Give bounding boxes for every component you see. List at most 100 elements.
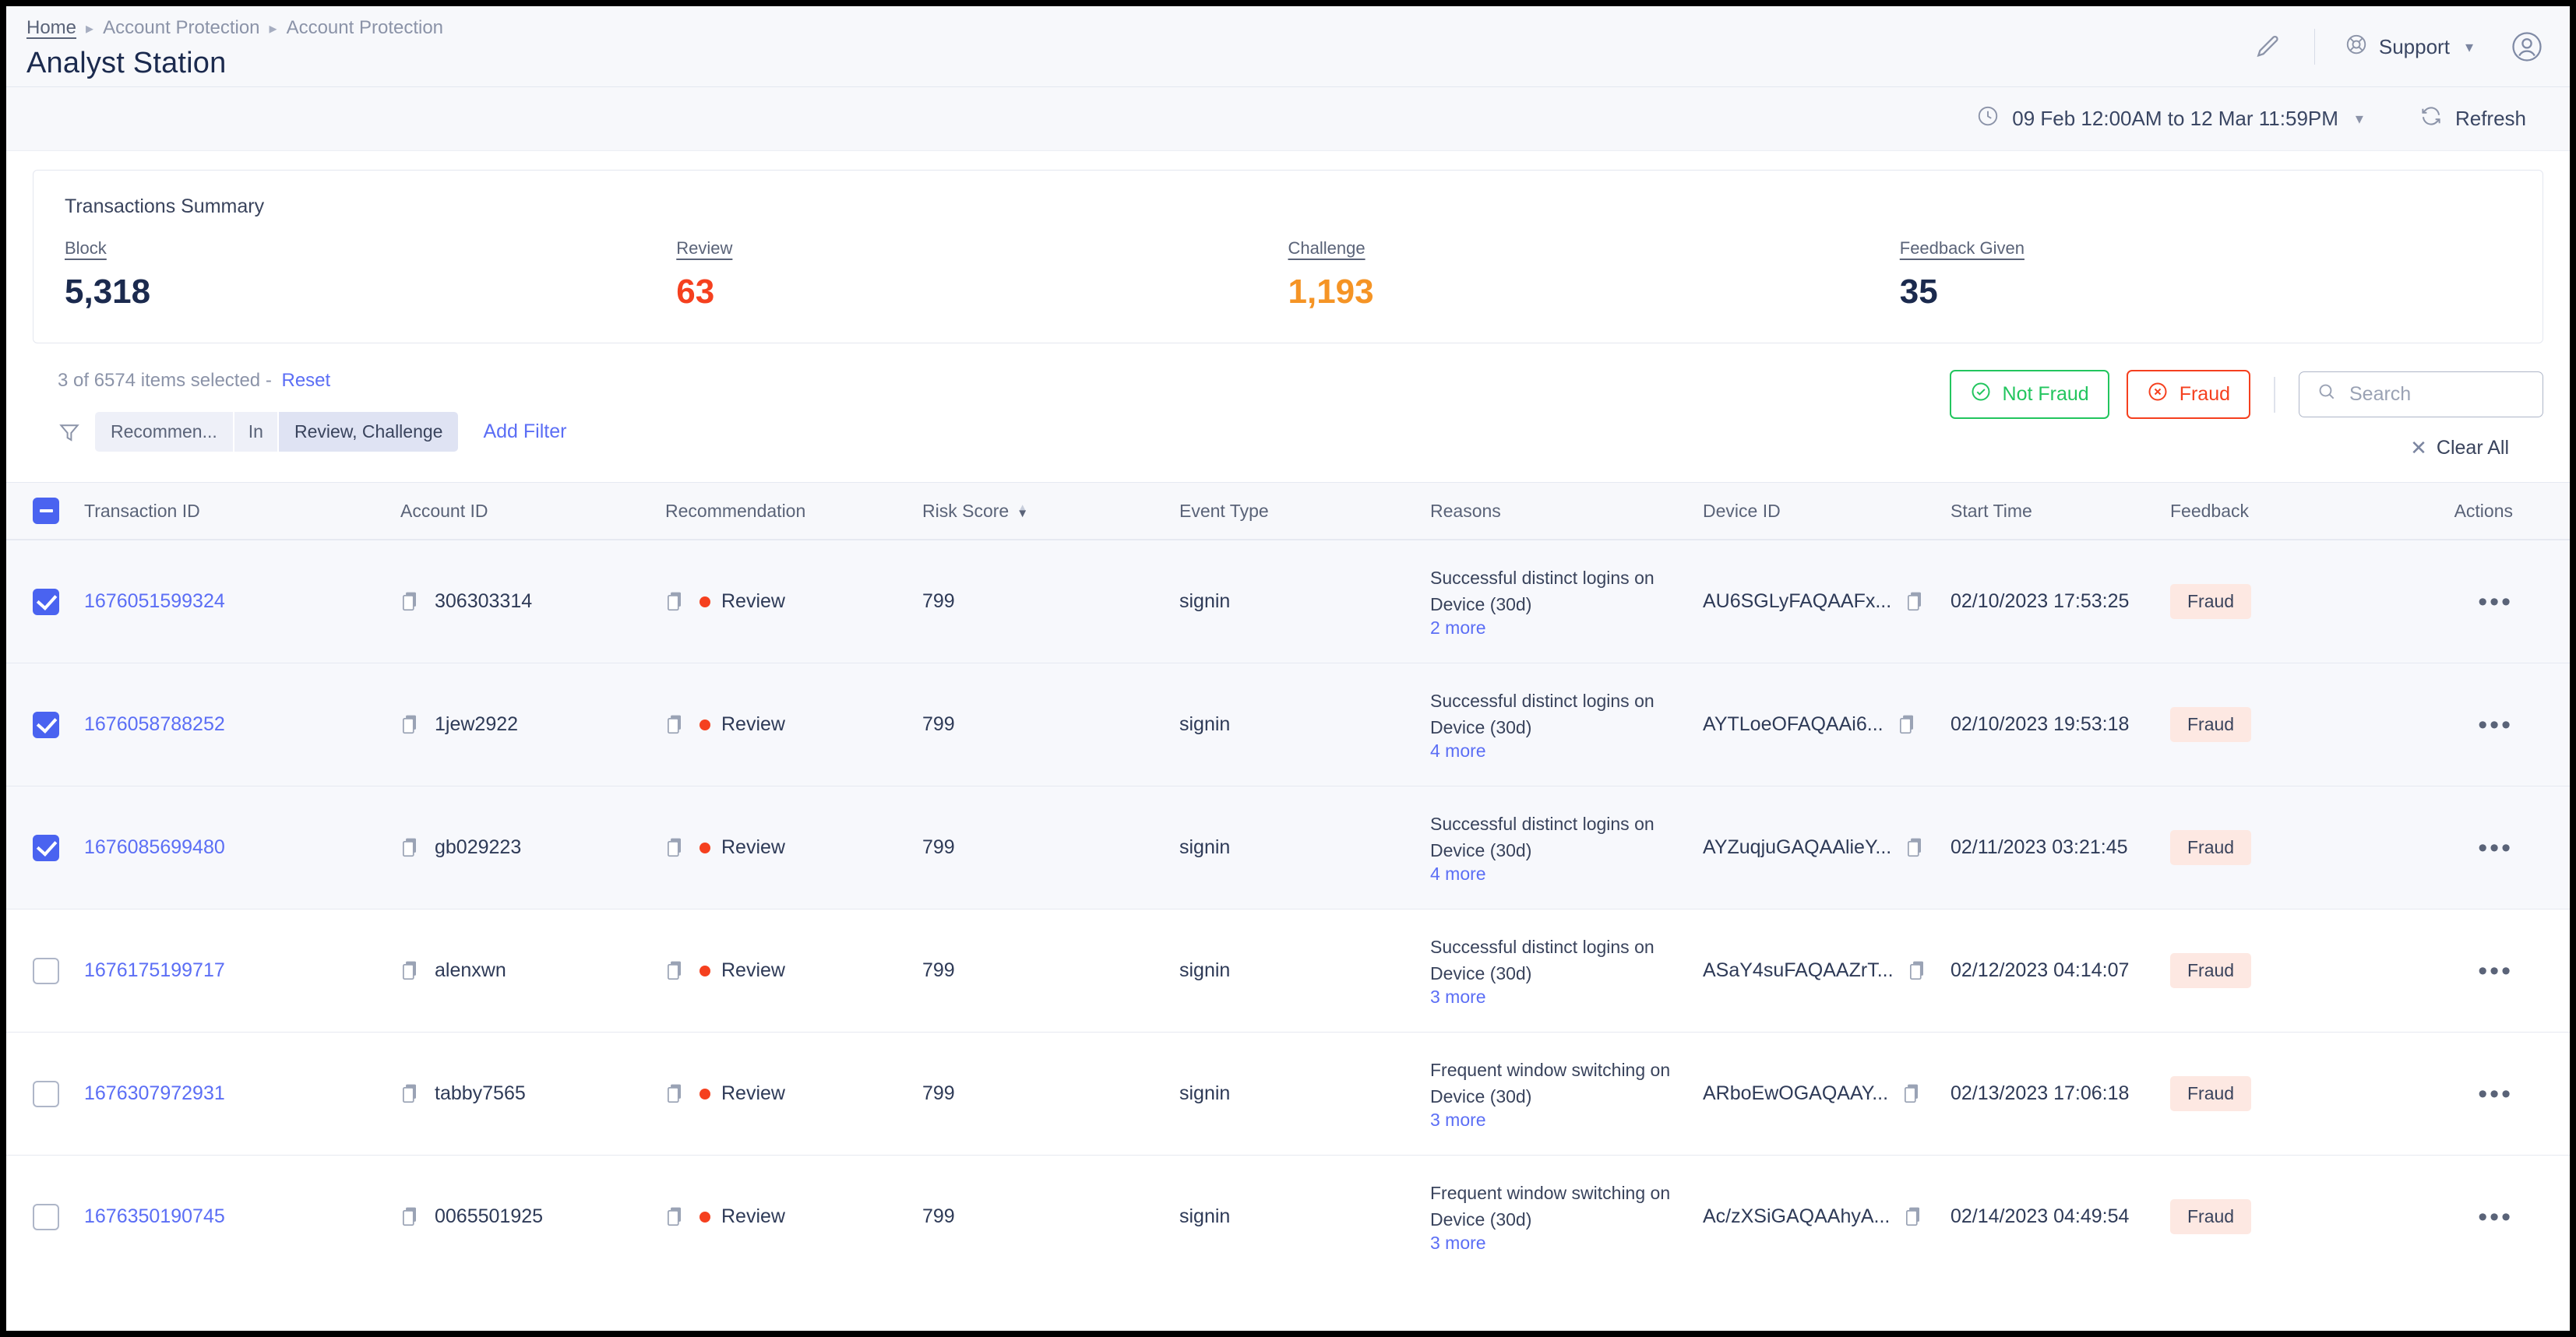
refresh-button[interactable]: Refresh — [2419, 104, 2526, 133]
copy-icon[interactable] — [400, 960, 421, 982]
reasons-more-link[interactable]: 3 more — [1430, 987, 1486, 1007]
start-time-value: 02/10/2023 17:53:25 — [1951, 590, 2130, 612]
cell-feedback: Fraud — [2170, 707, 2396, 742]
copy-icon[interactable] — [665, 714, 685, 736]
transaction-id-link[interactable]: 1676051599324 — [84, 590, 225, 612]
row-actions-menu-icon[interactable]: ••• — [2478, 1078, 2513, 1109]
copy-icon[interactable] — [1905, 591, 1926, 613]
user-avatar-icon[interactable] — [2503, 23, 2551, 71]
transaction-id-link[interactable]: 1676350190745 — [84, 1205, 225, 1227]
column-header-reasons[interactable]: Reasons — [1430, 500, 1501, 521]
clear-all-button[interactable]: ✕ Clear All — [2410, 436, 2509, 460]
column-header-event-type[interactable]: Event Type — [1179, 500, 1269, 521]
copy-icon[interactable] — [1908, 960, 1928, 982]
filter-operator-chip[interactable]: In — [234, 412, 279, 452]
feedback-badge: Fraud — [2170, 953, 2252, 988]
row-actions-menu-icon[interactable]: ••• — [2478, 955, 2513, 986]
table-row[interactable]: 1676175199717 alenxwn Review 799 signin Succe… — [6, 909, 2570, 1032]
column-header-account-id[interactable]: Account ID — [400, 500, 488, 521]
copy-icon[interactable] — [665, 591, 685, 613]
recommendation-value: Review — [700, 836, 785, 859]
row-select-checkbox[interactable] — [33, 834, 59, 861]
column-header-device-id[interactable]: Device ID — [1703, 500, 1781, 521]
pencil-icon[interactable] — [2244, 23, 2292, 71]
copy-icon[interactable] — [400, 1083, 421, 1105]
transaction-id-link[interactable]: 1676085699480 — [84, 836, 225, 858]
metric-label-feedback-given[interactable]: Feedback Given — [1899, 238, 2025, 258]
metric-value-feedback-given: 35 — [1899, 273, 1938, 311]
row-actions-menu-icon[interactable]: ••• — [2478, 709, 2513, 740]
selection-count-text: 3 of 6574 items selected - — [58, 370, 272, 391]
table-row[interactable]: 1676307972931 tabby7565 Review 799 signin Fre… — [6, 1032, 2570, 1155]
row-select-checkbox[interactable] — [33, 957, 59, 984]
reasons-more-link[interactable]: 3 more — [1430, 1233, 1486, 1253]
row-select-checkbox[interactable] — [33, 711, 59, 738]
copy-icon[interactable] — [1898, 714, 1918, 736]
recommendation-label: Review — [721, 1082, 785, 1104]
copy-icon[interactable] — [400, 1206, 421, 1228]
filter-bar: Recommen... In Review, Challenge Add Fil… — [58, 412, 566, 452]
filter-field-chip[interactable]: Recommen... — [95, 412, 234, 452]
filter-value-chip[interactable]: Review, Challenge — [278, 412, 459, 452]
copy-icon[interactable] — [400, 837, 421, 859]
transaction-id-link[interactable]: 1676058788252 — [84, 713, 225, 735]
select-all-checkbox[interactable] — [33, 498, 59, 524]
copy-icon[interactable] — [665, 1083, 685, 1105]
add-filter-button[interactable]: Add Filter — [483, 420, 567, 442]
risk-score-value: 799 — [922, 959, 955, 981]
reason-text: Frequent window switching on Device (30d… — [1430, 1183, 1671, 1230]
row-select-checkbox[interactable] — [33, 1203, 59, 1230]
reasons-more-link[interactable]: 4 more — [1430, 741, 1486, 761]
copy-icon[interactable] — [1904, 1206, 1924, 1228]
copy-icon[interactable] — [665, 960, 685, 982]
row-select-checkbox[interactable] — [33, 588, 59, 615]
table-row[interactable]: 1676058788252 1jew2922 Review 799 signin Succ… — [6, 663, 2570, 786]
recommendation-label: Review — [721, 713, 785, 735]
search-input[interactable] — [2349, 383, 2525, 406]
copy-icon[interactable] — [400, 591, 421, 613]
search-box[interactable] — [2299, 371, 2543, 417]
column-header-risk-score[interactable]: Risk Score ▲ ▼ — [922, 501, 1179, 522]
reasons-more-link[interactable]: 4 more — [1430, 864, 1486, 884]
recommendation-label: Review — [721, 1205, 785, 1227]
recommendation-value: Review — [700, 959, 785, 982]
summary-title: Transactions Summary — [65, 195, 265, 217]
copy-icon[interactable] — [1902, 1083, 1922, 1105]
table-row[interactable]: 1676085699480 gb029223 Review 799 signin Succ… — [6, 786, 2570, 909]
column-header-start-time[interactable]: Start Time — [1951, 500, 2032, 521]
column-header-feedback[interactable]: Feedback — [2170, 500, 2250, 521]
sort-descending-icon[interactable]: ▲ ▼ — [1017, 501, 1029, 520]
table-row[interactable]: 1676350190745 0065501925 Review 799 signin Fr… — [6, 1155, 2570, 1278]
breadcrumb-item-account-protection-1[interactable]: Account Protection — [103, 17, 260, 38]
fraud-button[interactable]: Fraud — [2126, 370, 2250, 419]
not-fraud-button[interactable]: Not Fraud — [1949, 370, 2109, 419]
row-actions-menu-icon[interactable]: ••• — [2478, 586, 2513, 617]
row-checkbox-cell — [33, 588, 84, 615]
cell-device-id: AU6SGLyFAQAAFx... — [1703, 590, 1951, 613]
metric-label-review[interactable]: Review — [676, 238, 733, 258]
breadcrumb-item-account-protection-2[interactable]: Account Protection — [286, 17, 444, 38]
filter-funnel-icon[interactable] — [58, 420, 81, 444]
copy-icon[interactable] — [665, 837, 685, 859]
column-header-recommendation[interactable]: Recommendation — [665, 500, 806, 521]
table-row[interactable]: 1676051599324 306303314 Review 799 signin Suc… — [6, 540, 2570, 663]
transaction-id-link[interactable]: 1676175199717 — [84, 959, 225, 981]
copy-icon[interactable] — [1905, 837, 1926, 859]
breadcrumb-item-home[interactable]: Home — [26, 17, 77, 38]
row-actions-menu-icon[interactable]: ••• — [2478, 1202, 2513, 1232]
date-range-picker[interactable]: 09 Feb 12:00AM to 12 Mar 11:59PM ▾ — [1976, 104, 2363, 133]
support-menu[interactable]: Support ▾ — [2337, 33, 2481, 62]
metric-label-block[interactable]: Block — [65, 238, 107, 258]
reset-link[interactable]: Reset — [281, 370, 331, 391]
active-filter-chip[interactable]: Recommen... In Review, Challenge — [95, 412, 459, 452]
row-actions-menu-icon[interactable]: ••• — [2478, 832, 2513, 863]
metric-label-challenge[interactable]: Challenge — [1288, 238, 1366, 258]
column-header-transaction-id[interactable]: Transaction ID — [84, 500, 200, 521]
transaction-id-link[interactable]: 1676307972931 — [84, 1082, 225, 1104]
row-select-checkbox[interactable] — [33, 1080, 59, 1107]
copy-icon[interactable] — [665, 1206, 685, 1228]
reasons-more-link[interactable]: 2 more — [1430, 617, 1486, 638]
cell-start-time: 02/12/2023 04:14:07 — [1951, 959, 2170, 982]
reasons-more-link[interactable]: 3 more — [1430, 1110, 1486, 1130]
copy-icon[interactable] — [400, 714, 421, 736]
